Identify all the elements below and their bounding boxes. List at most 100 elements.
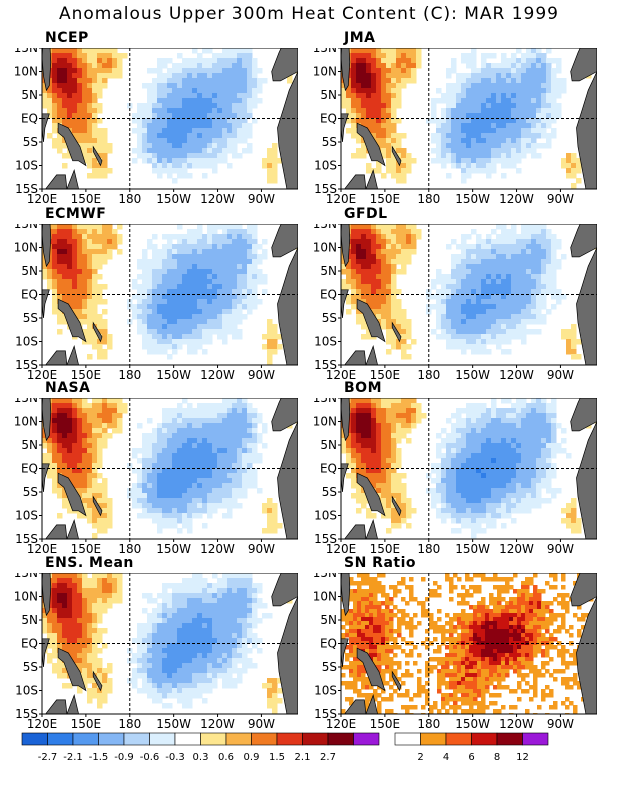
land-mass — [277, 71, 298, 189]
figure-title: Anomalous Upper 300m Heat Content (C): M… — [58, 4, 559, 24]
lat-tick-label: 10N — [313, 65, 337, 79]
land-mass — [570, 398, 597, 432]
lon-tick-label: 180 — [417, 542, 440, 556]
land-mass — [42, 289, 50, 319]
colorbar-label: -2.7 — [38, 752, 58, 763]
lon-tick-label: 120E — [27, 542, 58, 556]
lat-tick-label: 5S — [23, 135, 38, 149]
land-mass — [344, 694, 378, 714]
land-mass — [341, 289, 349, 319]
lon-tick-label: 120E — [27, 192, 58, 206]
lat-tick-label: 5S — [23, 660, 38, 674]
colorbar-label: -0.6 — [140, 752, 160, 763]
lon-tick-label: 150E — [71, 717, 102, 731]
lon-tick-label: 120W — [200, 542, 235, 556]
land-mass — [356, 647, 386, 692]
colorbar-label: 1.5 — [269, 752, 285, 763]
lon-tick-label: 150E — [370, 717, 401, 731]
panel-label: SN Ratio — [344, 555, 417, 571]
lon-tick-label: 120W — [499, 717, 534, 731]
colorbar-label: 0.9 — [244, 752, 260, 763]
colorbar-swatch — [174, 732, 201, 746]
lon-tick-label: 150E — [370, 192, 401, 206]
lat-tick-label: 15S — [15, 532, 38, 546]
colorbar-swatch — [47, 732, 74, 746]
lon-tick-label: 90W — [547, 368, 574, 382]
lon-tick-label: 120E — [326, 717, 357, 731]
lon-tick-label: 120W — [200, 192, 235, 206]
colorbar-label: 2.7 — [320, 752, 336, 763]
lon-tick-label: 150W — [156, 192, 191, 206]
snr-colorbar-swatch — [420, 732, 447, 746]
lat-tick-label: EQ — [21, 112, 38, 126]
land-mass — [92, 145, 103, 167]
panel-label: NASA — [45, 380, 91, 396]
lat-tick-label: 15S — [15, 182, 38, 196]
land-mass — [344, 169, 378, 189]
lon-tick-label: 90W — [547, 542, 574, 556]
snr-colorbar-label: 6 — [468, 752, 474, 763]
lat-tick-label: 10S — [314, 509, 337, 523]
snr-colorbar-label: 12 — [516, 752, 529, 763]
lon-tick-label: 180 — [417, 192, 440, 206]
lat-tick-label: 5N — [320, 613, 337, 627]
lon-tick-label: 150W — [455, 368, 490, 382]
lon-tick-label: 90W — [248, 192, 275, 206]
lon-tick-label: 180 — [118, 368, 141, 382]
lon-tick-label: 90W — [248, 542, 275, 556]
lat-tick-label: EQ — [320, 112, 337, 126]
land-mass — [341, 638, 349, 668]
land-mass — [57, 647, 87, 692]
lat-tick-label: 10N — [14, 590, 38, 604]
colorbar-swatch — [251, 732, 278, 746]
colorbar-swatch — [327, 732, 354, 746]
lat-tick-label: 10N — [14, 65, 38, 79]
lon-tick-label: 120E — [326, 542, 357, 556]
snr-colorbar-swatch — [394, 732, 421, 746]
colorbar-label: -0.3 — [165, 752, 185, 763]
anomaly-field — [341, 48, 597, 189]
land-mass — [45, 694, 79, 714]
land-mass — [271, 573, 298, 607]
panel-label: ENS. Mean — [45, 555, 134, 571]
lat-tick-label: 15N — [14, 398, 38, 405]
land-mass — [271, 224, 298, 258]
lat-tick-label: EQ — [320, 288, 337, 302]
colorbar-swatch — [72, 732, 99, 746]
panel-label: NCEP — [45, 30, 89, 46]
land-mass — [356, 298, 386, 343]
anomaly-field — [341, 573, 597, 714]
lon-tick-label: 120W — [499, 542, 534, 556]
land-mass — [45, 169, 79, 189]
lat-tick-label: 10S — [314, 335, 337, 349]
land-mass — [57, 298, 87, 343]
colorbar-label: 2.1 — [295, 752, 311, 763]
lon-tick-label: 90W — [248, 717, 275, 731]
lon-tick-label: 120W — [499, 368, 534, 382]
land-mass — [356, 472, 386, 517]
land-mass — [341, 463, 349, 493]
lat-tick-label: EQ — [21, 462, 38, 476]
anomaly-field — [42, 398, 298, 539]
land-mass — [391, 145, 402, 167]
lat-tick-label: 10S — [15, 335, 38, 349]
lon-tick-label: 120E — [326, 192, 357, 206]
lon-tick-label: 180 — [118, 192, 141, 206]
colorbar-swatch — [276, 732, 303, 746]
lat-tick-label: 15S — [15, 358, 38, 372]
colorbar-swatch — [200, 732, 227, 746]
land-mass — [42, 463, 50, 493]
colorbar-swatch — [149, 732, 176, 746]
colorbar-swatch — [302, 732, 329, 746]
land-mass — [570, 224, 597, 258]
lon-tick-label: 120W — [200, 368, 235, 382]
land-mass — [92, 670, 103, 692]
lon-tick-label: 120E — [27, 717, 58, 731]
lat-tick-label: 15N — [313, 398, 337, 405]
lat-tick-label: EQ — [21, 288, 38, 302]
